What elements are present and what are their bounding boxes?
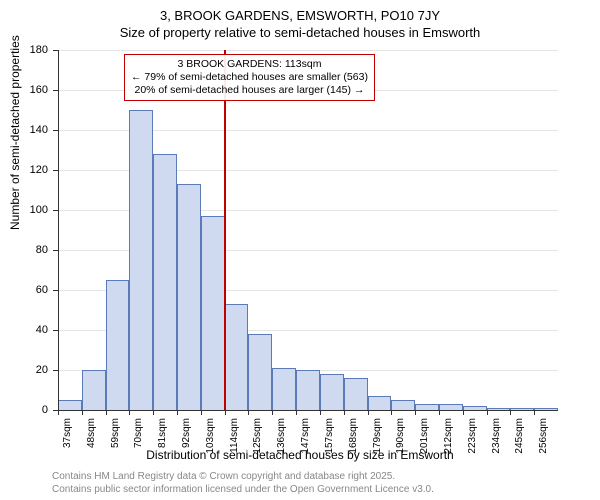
y-tick-label: 160 <box>18 84 48 96</box>
x-tick-mark <box>58 410 59 415</box>
chart-container: 3, BROOK GARDENS, EMSWORTH, PO10 7JY Siz… <box>0 0 600 500</box>
x-tick-mark <box>225 410 226 415</box>
histogram-bar <box>368 396 392 410</box>
x-tick-mark <box>487 410 488 415</box>
x-tick-mark <box>153 410 154 415</box>
x-tick-mark <box>534 410 535 415</box>
y-tick-mark <box>53 130 58 131</box>
y-tick-mark <box>53 370 58 371</box>
y-tick-mark <box>53 50 58 51</box>
x-tick-mark <box>439 410 440 415</box>
histogram-bar <box>129 110 153 410</box>
y-tick-mark <box>53 90 58 91</box>
gridline <box>58 50 558 51</box>
annotation-line: 3 BROOK GARDENS: 113sqm <box>131 58 368 71</box>
x-tick-mark <box>248 410 249 415</box>
histogram-bar <box>272 368 296 410</box>
y-tick-label: 20 <box>18 364 48 376</box>
x-tick-mark <box>368 410 369 415</box>
y-tick-label: 80 <box>18 244 48 256</box>
annotation-line: 20% of semi-detached houses are larger (… <box>131 84 368 97</box>
histogram-bar <box>344 378 368 410</box>
histogram-bar <box>248 334 272 410</box>
x-tick-mark <box>510 410 511 415</box>
x-tick-mark <box>320 410 321 415</box>
footer-attribution: Contains HM Land Registry data © Crown c… <box>52 471 434 496</box>
histogram-bar <box>320 374 344 410</box>
y-tick-mark <box>53 290 58 291</box>
x-tick-mark <box>391 410 392 415</box>
x-tick-mark <box>272 410 273 415</box>
y-tick-label: 140 <box>18 124 48 136</box>
y-tick-mark <box>53 210 58 211</box>
x-tick-mark <box>344 410 345 415</box>
x-tick-mark <box>177 410 178 415</box>
y-tick-mark <box>53 170 58 171</box>
x-tick-mark <box>106 410 107 415</box>
y-tick-label: 120 <box>18 164 48 176</box>
y-tick-label: 180 <box>18 44 48 56</box>
reference-line <box>224 50 226 410</box>
histogram-bar <box>296 370 320 410</box>
histogram-bar <box>82 370 106 410</box>
chart-subtitle: Size of property relative to semi-detach… <box>0 25 600 40</box>
chart-title: 3, BROOK GARDENS, EMSWORTH, PO10 7JY <box>0 8 600 23</box>
histogram-bar <box>201 216 225 410</box>
footer-line-2: Contains public sector information licen… <box>52 484 434 497</box>
x-tick-mark <box>463 410 464 415</box>
footer-line-1: Contains HM Land Registry data © Crown c… <box>52 471 434 484</box>
y-axis-line <box>58 50 59 410</box>
y-tick-mark <box>53 330 58 331</box>
histogram-bar <box>225 304 249 410</box>
annotation-box: 3 BROOK GARDENS: 113sqm← 79% of semi-det… <box>124 54 375 101</box>
histogram-bar <box>153 154 177 410</box>
plot-area: 3 BROOK GARDENS: 113sqm← 79% of semi-det… <box>58 50 558 410</box>
x-axis-line <box>58 410 558 411</box>
x-tick-mark <box>296 410 297 415</box>
histogram-bar <box>391 400 415 410</box>
annotation-line: ← 79% of semi-detached houses are smalle… <box>131 71 368 84</box>
y-tick-label: 0 <box>18 404 48 416</box>
histogram-bar <box>177 184 201 410</box>
y-tick-label: 40 <box>18 324 48 336</box>
x-tick-mark <box>129 410 130 415</box>
x-tick-mark <box>415 410 416 415</box>
histogram-bar <box>58 400 82 410</box>
x-tick-mark <box>201 410 202 415</box>
histogram-bar <box>106 280 130 410</box>
y-tick-label: 100 <box>18 204 48 216</box>
x-tick-mark <box>82 410 83 415</box>
y-tick-mark <box>53 250 58 251</box>
y-tick-label: 60 <box>18 284 48 296</box>
x-axis-label: Distribution of semi-detached houses by … <box>0 448 600 462</box>
